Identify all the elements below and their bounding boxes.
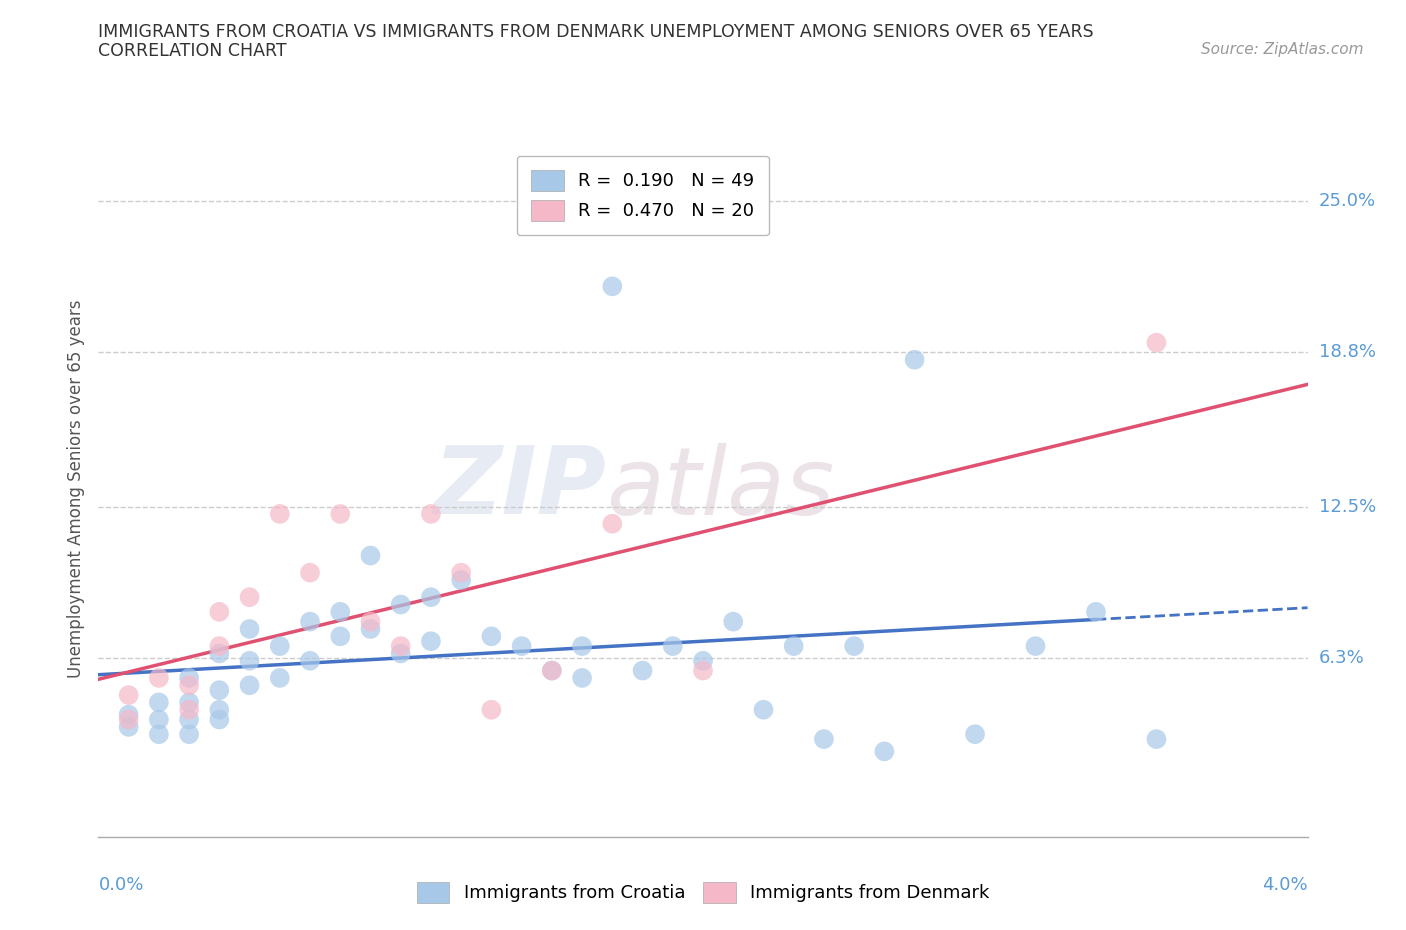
Point: [571, 671, 593, 685]
Point: [903, 352, 925, 367]
Point: [179, 712, 201, 727]
Point: [1144, 732, 1167, 747]
Point: [419, 590, 441, 604]
Point: [661, 639, 683, 654]
Point: [389, 639, 412, 654]
Point: [329, 507, 352, 522]
Point: [118, 720, 141, 735]
Point: [389, 646, 412, 661]
Point: [873, 744, 896, 759]
Point: [148, 712, 170, 727]
Point: [239, 590, 262, 604]
Text: ZIP: ZIP: [433, 443, 606, 534]
Point: [118, 687, 141, 702]
Point: [571, 639, 593, 654]
Text: CORRELATION CHART: CORRELATION CHART: [98, 42, 287, 60]
Text: atlas: atlas: [606, 443, 835, 534]
Point: [208, 702, 231, 717]
Point: [118, 707, 141, 722]
Point: [208, 646, 231, 661]
Point: [269, 671, 291, 685]
Y-axis label: Unemployment Among Seniors over 65 years: Unemployment Among Seniors over 65 years: [66, 299, 84, 677]
Point: [479, 629, 503, 644]
Point: [208, 712, 231, 727]
Point: [844, 639, 866, 654]
Text: 0.0%: 0.0%: [98, 876, 143, 894]
Point: [782, 639, 804, 654]
Point: [419, 507, 441, 522]
Point: [450, 565, 472, 580]
Point: [540, 663, 562, 678]
Point: [208, 604, 231, 619]
Point: [179, 702, 201, 717]
Point: [723, 614, 745, 629]
Point: [359, 621, 381, 636]
Point: [329, 629, 352, 644]
Point: [510, 639, 533, 654]
Point: [148, 695, 170, 710]
Legend: R =  0.190   N = 49, R =  0.470   N = 20: R = 0.190 N = 49, R = 0.470 N = 20: [516, 155, 769, 235]
Point: [602, 516, 624, 531]
Point: [479, 702, 503, 717]
Point: [752, 702, 775, 717]
Point: [239, 678, 262, 693]
Point: [269, 507, 291, 522]
Point: [965, 726, 987, 741]
Point: [329, 604, 352, 619]
Point: [692, 654, 714, 669]
Point: [602, 279, 624, 294]
Point: [299, 654, 322, 669]
Point: [179, 726, 201, 741]
Point: [239, 654, 262, 669]
Text: Source: ZipAtlas.com: Source: ZipAtlas.com: [1201, 42, 1364, 57]
Point: [148, 671, 170, 685]
Legend: Immigrants from Croatia, Immigrants from Denmark: Immigrants from Croatia, Immigrants from…: [408, 872, 998, 911]
Point: [631, 663, 654, 678]
Point: [1144, 335, 1167, 350]
Text: 4.0%: 4.0%: [1263, 876, 1308, 894]
Text: 12.5%: 12.5%: [1319, 498, 1376, 515]
Point: [179, 671, 201, 685]
Text: IMMIGRANTS FROM CROATIA VS IMMIGRANTS FROM DENMARK UNEMPLOYMENT AMONG SENIORS OV: IMMIGRANTS FROM CROATIA VS IMMIGRANTS FR…: [98, 23, 1094, 41]
Point: [299, 614, 322, 629]
Point: [118, 712, 141, 727]
Point: [239, 621, 262, 636]
Point: [450, 573, 472, 588]
Text: 18.8%: 18.8%: [1319, 343, 1375, 362]
Point: [179, 678, 201, 693]
Point: [540, 663, 562, 678]
Text: 6.3%: 6.3%: [1319, 649, 1364, 668]
Point: [419, 633, 441, 648]
Point: [208, 639, 231, 654]
Point: [359, 614, 381, 629]
Text: 25.0%: 25.0%: [1319, 192, 1376, 209]
Point: [208, 683, 231, 698]
Point: [179, 695, 201, 710]
Point: [1024, 639, 1046, 654]
Point: [299, 565, 322, 580]
Point: [148, 726, 170, 741]
Point: [692, 663, 714, 678]
Point: [359, 548, 381, 563]
Point: [1085, 604, 1108, 619]
Point: [269, 639, 291, 654]
Point: [389, 597, 412, 612]
Point: [813, 732, 835, 747]
